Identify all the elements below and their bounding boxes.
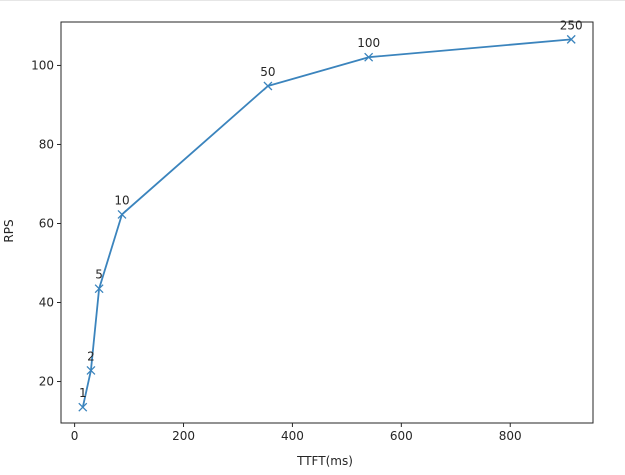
data-point-label: 250 [560,18,583,32]
y-tick-label: 40 [39,296,54,310]
x-tick-label: 0 [71,429,79,443]
y-tick-label: 80 [39,137,54,151]
data-point-label: 100 [357,36,380,50]
x-tick-label: 600 [390,429,413,443]
x-axis-title: TTFT(ms) [296,454,353,468]
data-point-label: 1 [79,386,87,400]
plot-frame [60,21,594,424]
data-point-label: 50 [260,65,275,79]
data-point-marker [117,209,127,219]
data-point-marker [86,365,96,375]
series-line [81,38,572,408]
data-point-label: 2 [87,349,95,363]
y-tick-label: 60 [39,216,54,230]
x-tick-label: 400 [281,429,304,443]
y-tick-label: 20 [39,375,54,389]
data-point-marker [78,402,88,412]
y-axis-title: RPS [2,219,16,242]
top-divider [0,0,625,1]
x-tick-label: 200 [172,429,195,443]
data-point-marker [566,34,576,44]
x-tick-label: 800 [499,429,522,443]
data-point-marker [364,52,374,62]
data-point-label: 5 [95,268,103,282]
data-point-marker [263,81,273,91]
y-tick-label: 100 [31,58,54,72]
data-point-marker [94,284,104,294]
data-point-label: 10 [114,193,129,207]
